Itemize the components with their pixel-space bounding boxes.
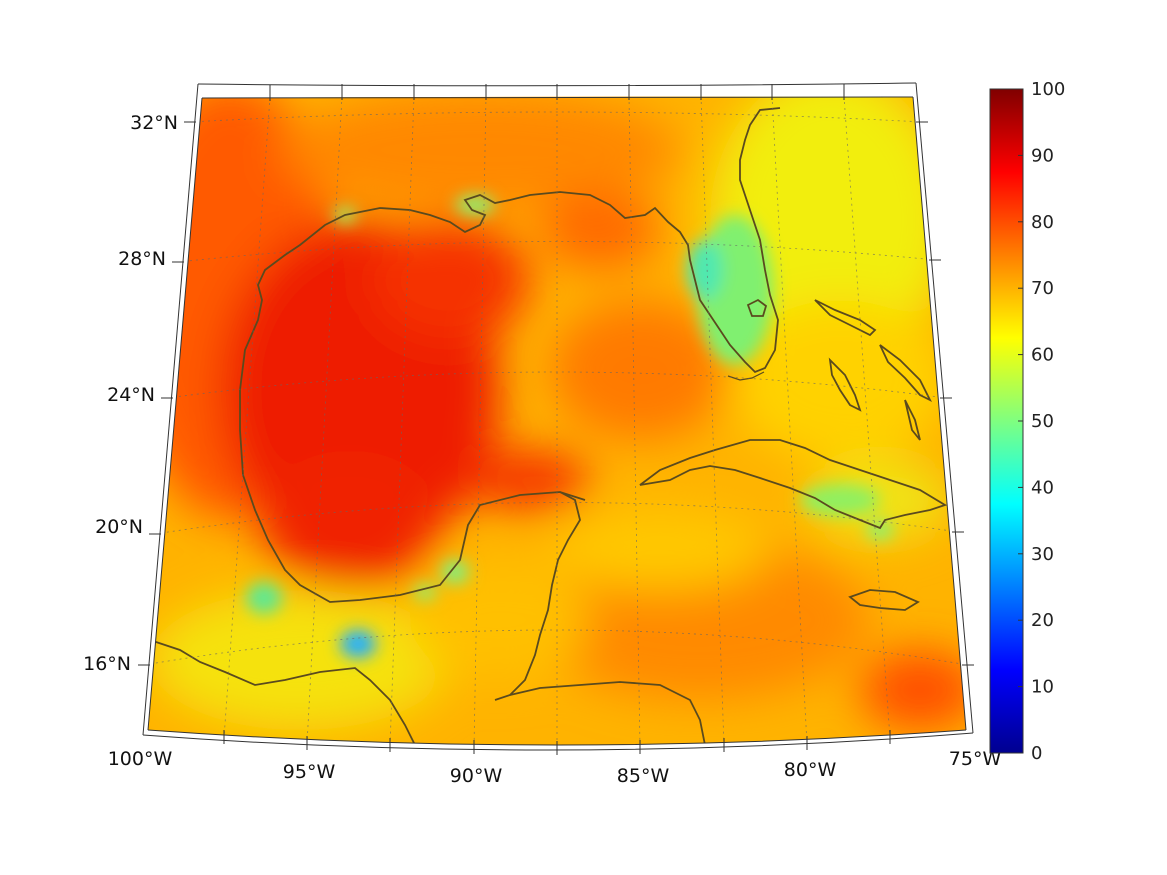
grid-meridian (700, 96, 725, 745)
colorbar-label: 0 (1031, 743, 1042, 764)
colorbar-label: 70 (1031, 278, 1054, 299)
grid-meridian (223, 96, 271, 739)
grid-parallel (189, 111, 923, 123)
grid-parallel (177, 241, 936, 263)
graticule (148, 96, 966, 745)
latitude-labels: 32°N 28°N 24°N 20°N 16°N (83, 112, 178, 675)
colorbar-label: 30 (1031, 544, 1054, 565)
lon-label: 95°W (283, 761, 336, 783)
grid-meridian (771, 96, 808, 745)
lon-label: 100°W (108, 748, 173, 770)
colorbar-label: 20 (1031, 610, 1054, 631)
lat-label: 16°N (83, 653, 131, 675)
lat-label: 24°N (107, 384, 155, 406)
lon-label: 75°W (949, 748, 1002, 770)
lat-label: 20°N (95, 516, 143, 538)
lon-label: 90°W (450, 765, 503, 787)
lon-label: 80°W (784, 759, 837, 781)
colorbar-label: 10 (1031, 677, 1054, 698)
colorbar-label: 60 (1031, 345, 1054, 366)
axis-ticks (138, 84, 974, 755)
grid-meridian (306, 96, 343, 745)
coastlines (149, 107, 948, 745)
grid-parallel (166, 371, 947, 399)
colorbar-label: 100 (1031, 79, 1065, 100)
grid-meridian (473, 96, 487, 745)
colorbar-label: 80 (1031, 212, 1054, 233)
lon-label: 85°W (617, 765, 670, 787)
colorbar-label: 50 (1031, 411, 1054, 432)
grid-meridian (389, 96, 415, 745)
colorbar-label: 40 (1031, 477, 1054, 498)
lat-label: 32°N (130, 112, 178, 134)
longitude-labels: 100°W 95°W 90°W 85°W 80°W 75°W (108, 748, 1002, 787)
lat-label: 28°N (118, 248, 166, 270)
colorbar-label: 90 (1031, 145, 1054, 166)
colorbar-gradient (989, 88, 1024, 754)
grid-parallel (148, 629, 966, 666)
map-frame (142, 82, 974, 751)
grid-meridian (628, 96, 641, 745)
humidity-field (148, 96, 966, 745)
grid-parallel (154, 502, 959, 535)
